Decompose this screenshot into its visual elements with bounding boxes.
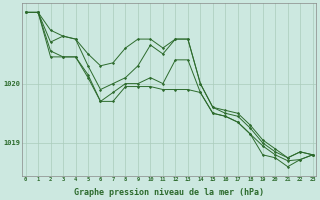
X-axis label: Graphe pression niveau de la mer (hPa): Graphe pression niveau de la mer (hPa) <box>74 188 264 197</box>
